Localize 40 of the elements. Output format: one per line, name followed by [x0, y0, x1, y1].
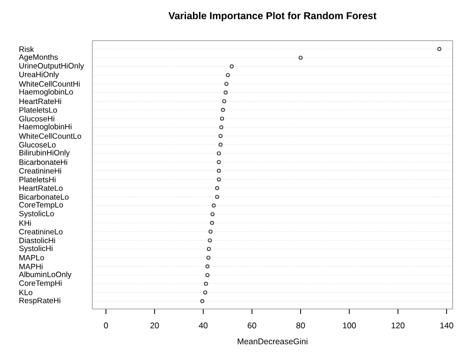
x-tick-label: 0	[104, 322, 108, 328]
x-axis-title: MeanDecreaseGini	[238, 338, 308, 344]
x-tick-label: 100	[343, 322, 356, 328]
point	[205, 264, 210, 268]
point	[230, 64, 234, 68]
point	[224, 82, 228, 86]
point	[218, 134, 223, 138]
point	[208, 230, 213, 234]
point	[222, 99, 226, 104]
x-tick-label: 120	[392, 322, 405, 328]
point	[206, 256, 210, 260]
point	[204, 282, 208, 286]
point	[226, 73, 230, 78]
x-tick-label: 80	[296, 322, 305, 328]
point	[200, 299, 204, 304]
point	[220, 108, 225, 112]
point	[205, 273, 210, 278]
point	[216, 168, 221, 173]
point	[219, 125, 224, 130]
point	[210, 212, 215, 216]
point	[298, 56, 303, 60]
point	[224, 90, 228, 95]
point	[215, 194, 220, 199]
x-tick-label: 140	[440, 322, 454, 328]
point	[437, 47, 442, 52]
point	[210, 220, 214, 225]
point	[216, 151, 221, 156]
point	[216, 177, 221, 182]
point	[212, 204, 216, 208]
x-tick-label: 60	[248, 322, 256, 328]
point	[203, 290, 208, 294]
chart-title: Variable Importance Plot for Random Forest	[168, 12, 376, 22]
x-tick-label: 20	[150, 322, 159, 328]
point	[220, 116, 224, 121]
point	[215, 186, 220, 190]
point	[218, 142, 223, 147]
point	[206, 247, 211, 252]
point	[208, 238, 212, 242]
x-tick-label: 40	[198, 322, 208, 328]
point	[216, 160, 221, 164]
